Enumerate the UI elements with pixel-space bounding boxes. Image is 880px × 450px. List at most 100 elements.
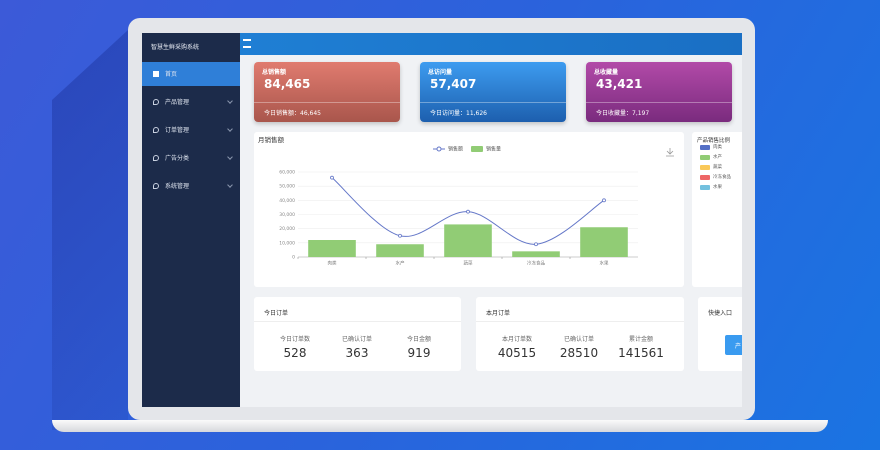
order-label: 累计金额 (628, 336, 653, 343)
menu-label: 首页 (165, 71, 178, 78)
menu-chevron (227, 126, 233, 132)
panel-divider (254, 321, 461, 322)
bar (308, 240, 356, 257)
stat-footer: 今日访问量：11,626 (430, 110, 487, 117)
chart-panel: 月销售额 销售额 销售量 0 10,000 20,000 30,000 40,000 50,00… (254, 132, 684, 287)
pie-legend-swatch (700, 145, 710, 150)
y-tick-label: 60,000 (279, 170, 295, 176)
download-icon (666, 148, 674, 157)
pie-legend-label: 蔬菜 (713, 165, 722, 170)
menu-item[interactable]: 产品管理 (142, 90, 240, 114)
bar (444, 224, 492, 257)
pie-title: 产品销售比例 (697, 138, 731, 144)
order-value: 28510 (559, 346, 599, 360)
pie-legend-label: 冷冻食品 (713, 175, 731, 180)
line-point (466, 209, 470, 214)
bar (376, 244, 424, 257)
legend-label: 销售额 (448, 146, 463, 153)
bar (580, 227, 628, 257)
pie-legend-swatch (700, 155, 710, 160)
stat-divider (586, 102, 732, 103)
order-value: 528 (283, 346, 307, 360)
stat-card: 总销售额 84,465 今日销售额：46,645 (254, 62, 400, 122)
stat-title: 总收藏量 (594, 69, 619, 76)
stat-value: 57,407 (430, 77, 477, 91)
menu-icon (153, 71, 159, 77)
menu-label: 系统管理 (165, 183, 190, 190)
order-label: 今日金额 (406, 336, 431, 343)
menu-chevron (227, 182, 233, 188)
menu-icon (153, 127, 159, 133)
menu-item[interactable]: 广告分类 (142, 146, 240, 170)
order-value: 919 (407, 346, 431, 360)
y-tick-label: 30,000 (279, 212, 295, 218)
order-value: 40515 (497, 346, 537, 360)
order-label: 已确认订单 (563, 336, 594, 343)
stat-value: 84,465 (264, 77, 311, 91)
menu-item[interactable]: 首页 (142, 62, 240, 86)
x-tick-label: 肉类 (328, 260, 337, 267)
stat-card: 总访问量 57,407 今日访问量：11,626 (420, 62, 566, 122)
stat-title: 总销售额 (262, 69, 287, 76)
line-point (602, 198, 606, 203)
sidebar: 智慧生鲜采购系统首页产品管理订单管理广告分类系统管理 (142, 33, 240, 407)
x-tick-label: 冷冻食品 (527, 260, 545, 267)
menu-label: 产品管理 (165, 99, 190, 106)
stat-divider (420, 102, 566, 103)
order-value: 141561 (618, 346, 664, 360)
header-bar (240, 33, 742, 55)
y-tick-label: 40,000 (279, 198, 295, 204)
menu-chevron (227, 154, 233, 160)
panel-title: 本月订单 (486, 310, 511, 317)
laptop-base (52, 420, 828, 432)
menu-icon (153, 99, 159, 105)
menu-icon (153, 155, 159, 161)
stat-divider (254, 102, 400, 103)
line-point (534, 242, 538, 247)
menu-toggle[interactable] (243, 39, 251, 48)
menu-icon (153, 183, 159, 189)
app-title: 智慧生鲜采购系统 (151, 44, 200, 51)
x-tick-label: 水果 (600, 260, 609, 267)
stat-footer: 今日收藏量：7,197 (596, 110, 650, 117)
pie-panel: 产品销售比例 肉类 水产 蔬菜 冷冻食品 水果 (692, 132, 742, 287)
order-label: 已确认订单 (341, 336, 372, 343)
pie-legend-swatch (700, 185, 710, 190)
panel-divider (476, 321, 684, 322)
stat-footer: 今日销售额：46,645 (264, 110, 321, 117)
y-tick-label: 10,000 (279, 240, 295, 246)
y-tick-label: 50,000 (279, 184, 295, 190)
quick-button[interactable]: 产 (725, 335, 742, 355)
x-tick-label: 水产 (396, 260, 405, 267)
chart-title: 月销售额 (258, 135, 285, 144)
legend-marker (436, 146, 442, 152)
order-label: 本月订单数 (501, 336, 532, 343)
line-point (330, 175, 334, 180)
bar (512, 251, 560, 257)
menu-item[interactable]: 订单管理 (142, 118, 240, 142)
pie-legend-label: 肉类 (713, 145, 722, 150)
menu-label: 广告分类 (165, 155, 190, 162)
panel-title: 快捷入口 (708, 310, 733, 317)
stat-value: 43,421 (596, 77, 643, 91)
legend-swatch (471, 146, 483, 152)
legend-label: 销售量 (486, 146, 501, 153)
menu-label: 订单管理 (165, 127, 190, 134)
order-panel: 本月订单本月订单数 40515 已确认订单 28510 累计金额 141561 (476, 297, 684, 371)
screen: 智慧生鲜采购系统首页产品管理订单管理广告分类系统管理 总销售额 84,465 今日销售… (142, 33, 742, 407)
menu-item[interactable]: 系统管理 (142, 174, 240, 198)
order-label: 今日订单数 (279, 336, 310, 343)
quick-panel: 快捷入口产 (698, 297, 742, 371)
x-tick-label: 蔬菜 (464, 260, 473, 267)
stat-card: 总收藏量 43,421 今日收藏量：7,197 (586, 62, 732, 122)
line-point (398, 233, 402, 238)
order-panel: 今日订单今日订单数 528 已确认订单 363 今日金额 919 (254, 297, 461, 371)
pie-legend-swatch (700, 175, 710, 180)
panel-title: 今日订单 (264, 310, 289, 317)
pie-legend-label: 水产 (713, 155, 722, 160)
y-tick-label: 0 (292, 255, 295, 261)
order-value: 363 (345, 346, 369, 360)
